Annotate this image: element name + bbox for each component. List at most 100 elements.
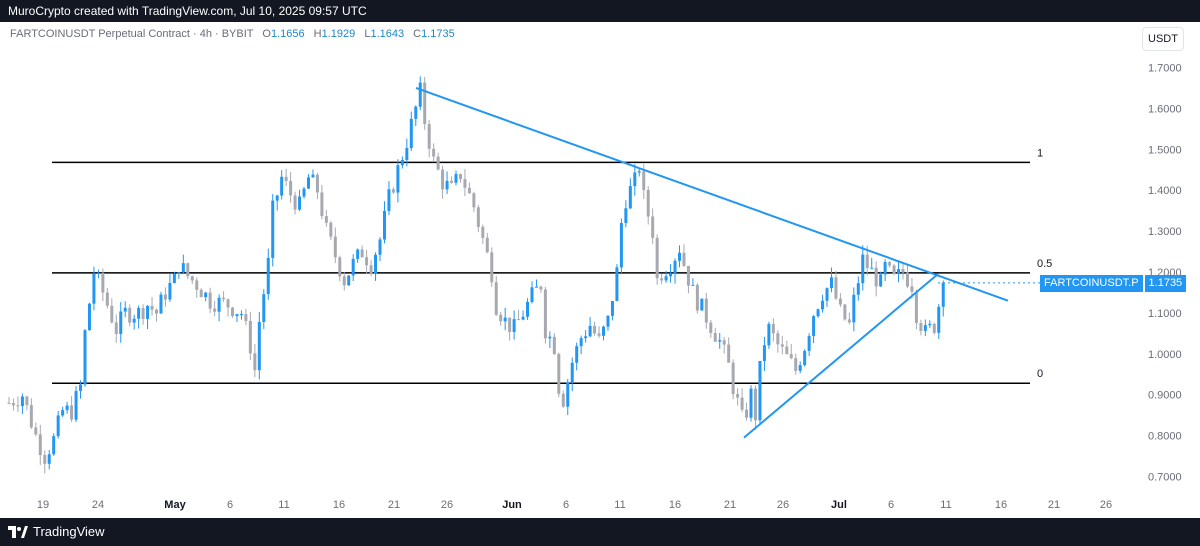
candle-body	[450, 180, 454, 183]
candle-body	[324, 216, 328, 223]
candle-body	[414, 106, 418, 119]
candle-body	[646, 190, 650, 217]
candle-body	[557, 354, 561, 394]
candle-body	[722, 340, 726, 345]
candle-body	[87, 303, 91, 331]
candle-body	[847, 319, 851, 323]
candle-body	[351, 258, 355, 276]
candle-body	[539, 286, 543, 290]
candle-body	[146, 305, 150, 319]
candle-body	[83, 330, 87, 385]
candle-body	[861, 254, 865, 284]
candle-body	[485, 237, 489, 253]
candle-body	[163, 294, 167, 300]
candle-body	[155, 309, 159, 314]
candle-body	[61, 410, 65, 416]
candle-body	[767, 323, 771, 346]
x-tick-label: 6	[227, 499, 233, 511]
candle-body	[7, 402, 11, 404]
candle-body	[856, 283, 860, 295]
candle-body	[628, 186, 632, 209]
candle-body	[691, 284, 695, 286]
candle-body	[597, 333, 601, 336]
candle-body	[838, 298, 842, 305]
candle-body	[695, 284, 699, 311]
candle-body	[137, 308, 141, 319]
candle-body	[56, 415, 60, 437]
candle-body	[686, 265, 690, 286]
fib-level-label: 0.5	[1037, 258, 1052, 270]
candle-body	[235, 314, 239, 316]
candle-body	[217, 297, 221, 312]
candle-body	[762, 345, 766, 361]
candle-body	[320, 192, 324, 217]
candle-body	[391, 189, 395, 193]
candle-body	[271, 200, 275, 258]
candle-body	[512, 319, 516, 332]
candle-body	[865, 254, 869, 268]
candle-body	[190, 276, 194, 281]
low-value: 1.1643	[370, 28, 405, 40]
x-tick-label: Jul	[831, 499, 847, 511]
candle-body	[642, 171, 646, 191]
trendline	[743, 273, 939, 439]
candle-body	[789, 354, 793, 359]
candle-body	[168, 283, 172, 300]
candle-body	[678, 252, 681, 261]
candle-body	[423, 82, 427, 125]
candle-body	[870, 267, 874, 269]
close-value: 1.1735	[421, 28, 455, 40]
candle-body	[490, 252, 494, 283]
candle-body	[548, 336, 552, 339]
candle-body	[928, 323, 932, 326]
candle-body	[610, 300, 614, 316]
candle-body	[65, 405, 69, 411]
candle-body	[43, 455, 47, 464]
candle-body	[794, 358, 798, 371]
tradingview-logo[interactable]: TradingView	[8, 518, 105, 546]
candle-body	[38, 434, 42, 456]
candle-body	[177, 272, 181, 274]
last-price-tag: FARTCOINUSDT.P 1.1735	[1040, 274, 1187, 292]
candle-body	[700, 298, 704, 311]
candle-body	[222, 297, 226, 300]
candle-body	[758, 360, 762, 421]
candle-body	[575, 346, 579, 363]
candle-body	[195, 280, 199, 290]
candle-body	[172, 273, 176, 284]
x-tick-label: 16	[333, 499, 345, 511]
candle-body	[619, 222, 623, 268]
footer-bar: TradingView	[0, 518, 1200, 546]
candle-body	[199, 289, 203, 298]
candle-body	[914, 291, 918, 324]
candle-body	[347, 275, 351, 286]
candle-body	[141, 308, 145, 319]
candle-body	[79, 384, 83, 391]
candle-body	[458, 174, 462, 180]
candle-body	[552, 336, 556, 355]
candle-body	[306, 177, 310, 189]
candle-body	[673, 260, 677, 274]
candle-body	[816, 309, 820, 317]
candle-body	[798, 365, 802, 371]
candle-body	[302, 188, 306, 197]
candle-body	[821, 300, 825, 310]
candle-body	[923, 325, 927, 331]
open-value: 1.1656	[270, 28, 305, 40]
candle-body	[248, 320, 252, 354]
currency-button[interactable]: USDT	[1142, 27, 1184, 51]
y-tick-label: 1.6000	[1148, 103, 1182, 115]
candle-body	[780, 344, 784, 347]
candle-body	[727, 344, 731, 363]
candle-body	[34, 427, 38, 435]
candle-body	[123, 307, 127, 312]
candle-body	[101, 272, 105, 293]
price-tag-value: 1.1735	[1144, 274, 1187, 292]
candle-body	[736, 394, 740, 398]
x-tick-label: 19	[37, 499, 49, 511]
fib-level-label: 1	[1037, 147, 1043, 159]
candle-body	[181, 263, 185, 273]
candle-body	[655, 237, 659, 279]
candle-body	[570, 362, 574, 383]
